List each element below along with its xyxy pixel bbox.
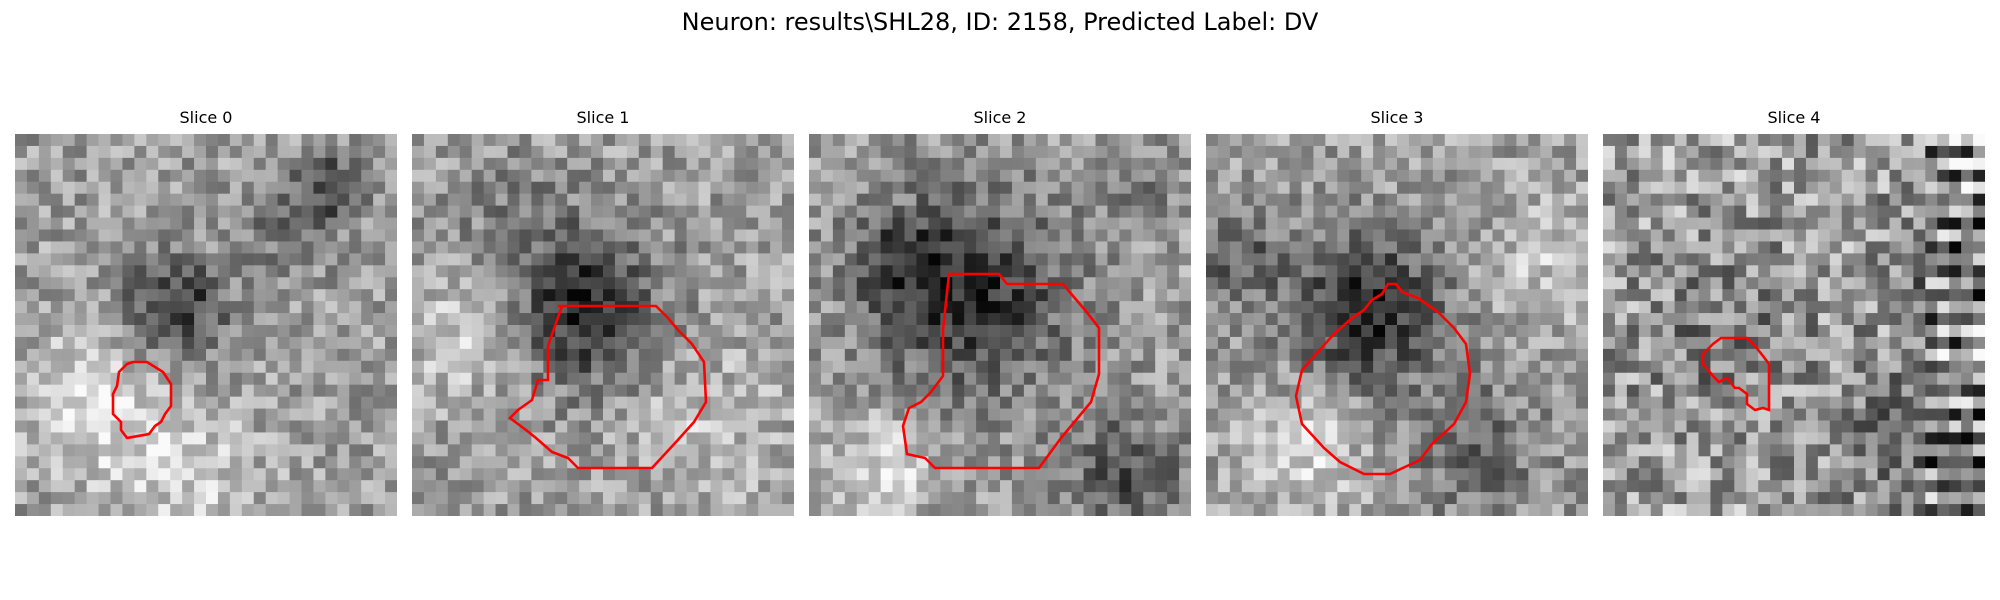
slice-pixels-4 <box>1603 134 1985 516</box>
roi-contour-3 <box>1294 282 1472 476</box>
slice-title-1: Slice 1 <box>576 108 630 127</box>
slice-pixels-2 <box>809 134 1191 516</box>
slice-pixels-1 <box>412 134 794 516</box>
figure-title: Neuron: results\SHL28, ID: 2158, Predict… <box>681 8 1319 36</box>
slice-pixels-3 <box>1206 134 1588 516</box>
slice-image-2 <box>809 134 1191 516</box>
roi-contour-2 <box>901 272 1101 470</box>
slice-pixels-0 <box>15 134 397 516</box>
roi-contour-1 <box>508 304 708 470</box>
slice-image-4 <box>1603 134 1985 516</box>
slice-title-0: Slice 0 <box>179 108 233 127</box>
slice-title-4: Slice 4 <box>1767 108 1821 127</box>
slice-image-3 <box>1206 134 1588 516</box>
roi-contour-0 <box>111 360 173 440</box>
slice-image-0 <box>15 134 397 516</box>
slice-image-1 <box>412 134 794 516</box>
slice-title-2: Slice 2 <box>973 108 1027 127</box>
slice-title-3: Slice 3 <box>1370 108 1424 127</box>
roi-contour-4 <box>1701 336 1771 412</box>
